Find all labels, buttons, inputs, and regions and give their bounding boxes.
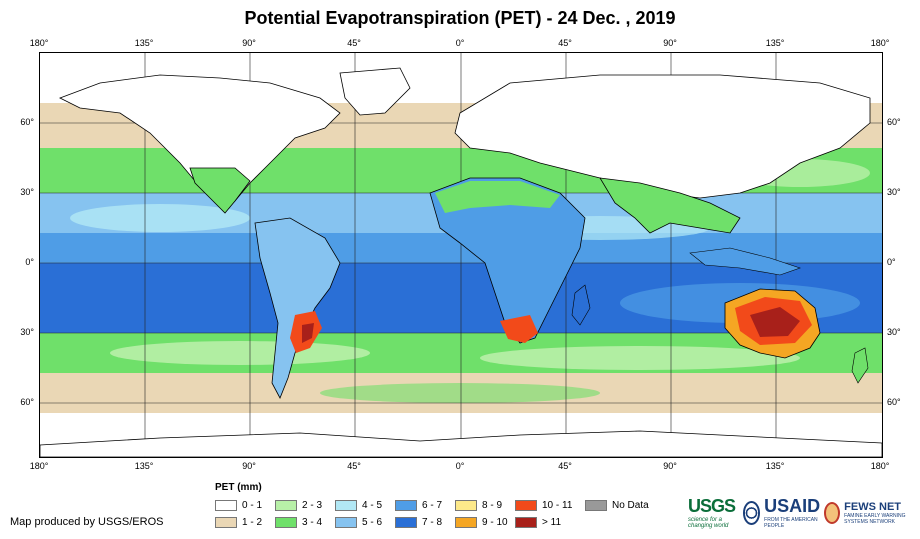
lon-tick-bottom: 180° (870, 461, 890, 471)
legend-item: 7 - 8 (395, 517, 442, 528)
lon-tick-bottom: 135° (765, 461, 785, 471)
lon-tick-top: 90° (663, 38, 677, 48)
legend-title: PET (mm) (215, 482, 262, 493)
legend-item: 8 - 9 (455, 500, 502, 511)
legend-item: 3 - 4 (275, 517, 322, 528)
legend-label: 1 - 2 (242, 517, 263, 528)
lat-tick-right: 0° (887, 257, 896, 267)
fews-net-globe-icon (824, 501, 841, 524)
legend-item: 9 - 10 (455, 517, 508, 528)
legend-item: 2 - 3 (275, 500, 322, 511)
south-america-hotter (302, 323, 314, 343)
legend-label: 4 - 5 (362, 500, 383, 511)
australia-hottest (750, 307, 800, 337)
africa (429, 177, 586, 344)
legend-label: 0 - 1 (242, 500, 263, 511)
africa-south-hot (500, 315, 538, 343)
credit-text: Map produced by USGS/EROS (10, 516, 164, 528)
legend-item: No Data (585, 500, 649, 511)
lon-tick-bottom: 0° (455, 461, 465, 471)
lat-tick-right: 60° (887, 117, 901, 127)
fews-net-logo: FEWS NET FAMINE EARLY WARNING SYSTEMS NE… (844, 500, 906, 525)
new-zealand (851, 347, 869, 384)
north-america (59, 74, 341, 212)
lon-tick-top: 45° (347, 38, 361, 48)
lat-tick-left: 30° (20, 187, 34, 197)
lat-tick-left: 0° (25, 257, 34, 267)
lat-tick-left: 60° (20, 117, 34, 127)
usgs-logo: USGS science for a changing world (688, 496, 736, 529)
lat-tick-left: 60° (20, 397, 34, 407)
legend-label: 10 - 11 (542, 500, 573, 511)
legend-swatch (455, 500, 477, 511)
lat-tick-right: 30° (887, 187, 901, 197)
legend-label: 7 - 8 (422, 517, 443, 528)
usaid-logo: USAID FROM THE AMERICAN PEOPLE (764, 496, 821, 529)
legend-swatch (515, 500, 537, 511)
lon-tick-top: 135° (134, 38, 154, 48)
antarctica (40, 430, 882, 457)
legend-item: 1 - 2 (215, 517, 262, 528)
legend-swatch (275, 517, 297, 528)
south-green-streak (320, 383, 600, 403)
north-america-south (189, 167, 251, 214)
lon-tick-bottom: 45° (558, 461, 572, 471)
lat-tick-right: 60° (887, 397, 901, 407)
lon-tick-top: 45° (558, 38, 572, 48)
lat-tick-right: 30° (887, 327, 901, 337)
madagascar (571, 284, 591, 326)
legend-label: 2 - 3 (302, 500, 323, 511)
south-america (254, 217, 341, 399)
legend-label: 3 - 4 (302, 517, 323, 528)
lon-tick-bottom: 45° (347, 461, 361, 471)
south-asia (599, 177, 741, 234)
lon-tick-top: 180° (870, 38, 890, 48)
pet-map-canvas (40, 53, 882, 457)
map-title: Potential Evapotranspiration (PET) - 24 … (244, 8, 676, 28)
south-green-band (110, 341, 370, 365)
legend-swatch (395, 517, 417, 528)
logo-strip: USGS science for a changing world USAID … (688, 496, 920, 529)
lon-tick-bottom: 180° (29, 461, 49, 471)
eurasia (454, 74, 871, 199)
legend-swatch (455, 517, 477, 528)
legend-swatch (275, 500, 297, 511)
legend-swatch (215, 517, 237, 528)
lat-tick-left: 30° (20, 327, 34, 337)
south-green-band-east (480, 346, 800, 370)
lon-tick-top: 90° (242, 38, 256, 48)
lon-tick-top: 180° (29, 38, 49, 48)
greenland (339, 67, 411, 116)
legend-label: 6 - 7 (422, 500, 443, 511)
lon-tick-top: 135° (765, 38, 785, 48)
pacific-light-band (70, 204, 250, 232)
lon-tick-bottom: 90° (663, 461, 677, 471)
maritime-continent (689, 247, 801, 276)
legend-item: 6 - 7 (395, 500, 442, 511)
legend-swatch (585, 500, 607, 511)
usaid-seal-icon (742, 500, 761, 525)
legend-item: 10 - 11 (515, 500, 572, 511)
legend-item: 5 - 6 (335, 517, 382, 528)
lon-tick-bottom: 90° (242, 461, 256, 471)
legend-swatch (215, 500, 237, 511)
lon-tick-top: 0° (455, 38, 465, 48)
legend-swatch (335, 517, 357, 528)
legend-swatch (515, 517, 537, 528)
lon-tick-bottom: 135° (134, 461, 154, 471)
legend-item: 4 - 5 (335, 500, 382, 511)
legend-label: 8 - 9 (482, 500, 503, 511)
legend-label: 5 - 6 (362, 517, 383, 528)
legend-label: > 11 (542, 517, 561, 528)
legend-swatch (395, 500, 417, 511)
legend-label: 9 - 10 (482, 517, 508, 528)
legend-swatch (335, 500, 357, 511)
africa-north (435, 181, 560, 213)
pet-map[interactable] (39, 52, 883, 458)
legend-item: > 11 (515, 517, 561, 528)
legend-label: No Data (612, 500, 649, 511)
legend-item: 0 - 1 (215, 500, 262, 511)
